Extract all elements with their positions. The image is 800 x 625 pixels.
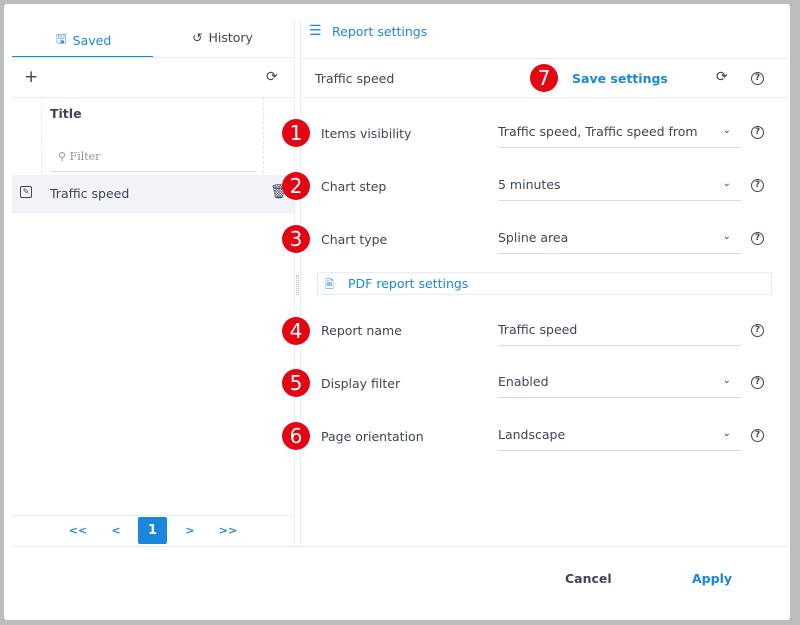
annotation-badge-2: 2 xyxy=(282,172,310,200)
filter-input[interactable]: ⚲ Filter xyxy=(50,148,255,172)
help-icon[interactable]: ? xyxy=(751,232,764,245)
chevron-down-icon: ⌄ xyxy=(722,231,731,242)
chevron-down-icon: ⌄ xyxy=(722,375,731,386)
splitter-handle[interactable] xyxy=(296,275,299,295)
chart-step-label: Chart step xyxy=(321,179,387,194)
edit-icon[interactable]: ✎ xyxy=(20,186,32,198)
page-orientation-label: Page orientation xyxy=(321,429,424,444)
pagination-next[interactable]: > xyxy=(185,524,195,537)
report-settings-header: Report settings xyxy=(332,24,428,39)
help-icon[interactable]: ? xyxy=(751,429,764,442)
add-icon[interactable]: + xyxy=(24,67,39,87)
display-filter-select[interactable]: Enabled ⌄ xyxy=(498,372,741,398)
history-icon: ↺ xyxy=(192,30,203,45)
annotation-badge-4: 4 xyxy=(282,317,310,345)
pagination-first[interactable]: << xyxy=(68,524,88,537)
apply-button[interactable]: Apply xyxy=(692,571,733,586)
annotation-badge-7: 7 xyxy=(530,64,558,92)
report-name-input[interactable]: Traffic speed xyxy=(498,320,741,346)
save-icon: 🖫 xyxy=(56,31,67,46)
refresh-icon[interactable]: ⟳ xyxy=(266,69,278,85)
list-icon: ☰ xyxy=(309,23,322,39)
help-icon[interactable]: ? xyxy=(751,324,764,337)
help-icon[interactable]: ? xyxy=(751,376,764,389)
pagination-prev[interactable]: < xyxy=(111,524,121,537)
chart-step-select[interactable]: 5 minutes ⌄ xyxy=(498,175,741,201)
tab-saved[interactable]: 🖫 Saved xyxy=(56,30,111,51)
table-row[interactable]: ✎ Traffic speed 🗑 xyxy=(12,175,294,213)
pagination-last[interactable]: >> xyxy=(218,524,238,537)
annotation-badge-6: 6 xyxy=(282,422,310,450)
chevron-down-icon: ⌄ xyxy=(722,428,731,439)
column-header-title: Title xyxy=(50,106,82,121)
cancel-button[interactable]: Cancel xyxy=(565,571,612,586)
chart-type-select[interactable]: Spline area ⌄ xyxy=(498,228,741,254)
report-name-label: Report name xyxy=(321,323,402,338)
items-visibility-select[interactable]: Traffic speed, Traffic speed from ⌄ xyxy=(498,122,741,148)
help-icon[interactable]: ? xyxy=(751,72,764,85)
annotation-badge-3: 3 xyxy=(282,225,310,253)
chevron-down-icon: ⌄ xyxy=(722,125,731,136)
items-visibility-label: Items visibility xyxy=(321,126,412,141)
help-icon[interactable]: ? xyxy=(751,126,764,139)
display-filter-label: Display filter xyxy=(321,376,401,391)
report-title: Traffic speed xyxy=(315,71,395,86)
chevron-down-icon: ⌄ xyxy=(722,178,731,189)
chart-type-label: Chart type xyxy=(321,232,388,247)
help-icon[interactable]: ? xyxy=(751,179,764,192)
pdf-section-header[interactable]: 🗎 PDF report settings xyxy=(317,272,772,295)
page-orientation-select[interactable]: Landscape ⌄ xyxy=(498,425,741,451)
annotation-badge-5: 5 xyxy=(282,369,310,397)
pdf-file-icon: 🗎 xyxy=(325,278,334,291)
report-dialog xyxy=(4,4,790,620)
refresh-icon[interactable]: ⟳ xyxy=(716,69,728,85)
annotation-badge-1: 1 xyxy=(282,119,310,147)
pagination-page-1[interactable]: 1 xyxy=(138,517,167,544)
tab-history[interactable]: ↺ History xyxy=(192,30,253,45)
save-settings-button[interactable]: Save settings xyxy=(572,71,668,86)
search-icon: ⚲ xyxy=(58,150,67,163)
